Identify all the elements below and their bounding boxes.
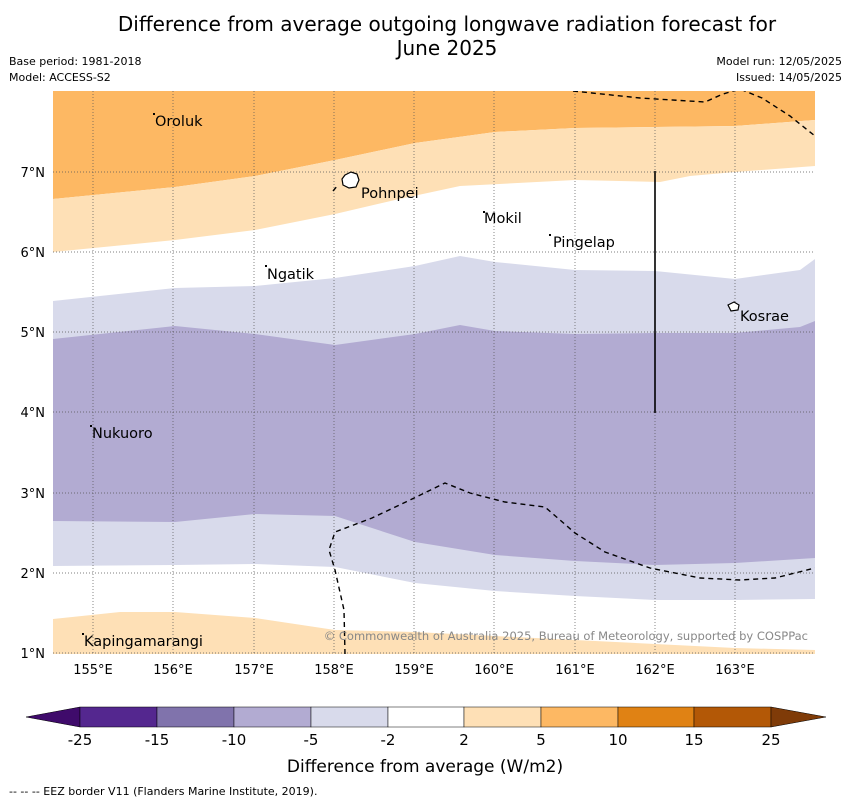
meta-right: Model run: 12/05/2025 Issued: 14/05/2025: [716, 54, 842, 86]
mokil-marker: [483, 211, 485, 213]
map-title: Difference from average outgoing longwav…: [0, 12, 850, 60]
map-panel: Oroluk Pohnpei Mokil Pingelap Ngatik Kos…: [53, 91, 815, 654]
title-line-2: June 2025: [396, 36, 498, 60]
cb-tick: -15: [145, 731, 170, 749]
ngatik-marker: [265, 265, 267, 267]
eez-footnote: -- -- -- EEZ border V11 (Flanders Marine…: [9, 785, 318, 798]
atoll-markers: [82, 113, 551, 635]
colorbar-segment: [310, 706, 389, 728]
nukuoro-marker: [90, 425, 92, 427]
colorbar-segment: [233, 706, 312, 728]
colorbar-segment: [463, 706, 542, 728]
band-2-5-south: [53, 612, 815, 654]
lat-label-7n: 7°N: [21, 166, 46, 181]
lat-label-3n: 3°N: [21, 487, 46, 502]
colorbar-segment: [387, 706, 465, 728]
band-neg5-neg10: [53, 321, 815, 565]
label-kapingamarangi: Kapingamarangi: [84, 634, 203, 650]
label-kosrae: Kosrae: [740, 309, 789, 325]
pohnpei-island-shape: [341, 171, 360, 189]
pingelap-marker: [549, 234, 551, 236]
colorbar-extend-low: [25, 706, 81, 728]
lon-label-163: 163°E: [715, 663, 755, 678]
lon-label-160: 160°E: [474, 663, 514, 678]
lon-axis: 155°E 156°E 157°E 158°E 159°E 160°E 161°…: [73, 663, 755, 678]
label-oroluk: Oroluk: [155, 114, 203, 130]
label-ngatik: Ngatik: [267, 267, 315, 283]
oroluk-marker: [153, 113, 155, 115]
model-name: Model: ACCESS-S2: [9, 71, 111, 84]
label-mokil: Mokil: [484, 211, 522, 227]
cb-tick: 15: [684, 731, 703, 749]
eez-borders: [328, 91, 815, 654]
colorbar: -25 -15 -10 -5 -2 2 5 10 15 25 Differenc…: [25, 706, 827, 777]
lon-label-162: 162°E: [635, 663, 675, 678]
cb-tick: -10: [222, 731, 247, 749]
cb-tick: -2: [381, 731, 396, 749]
label-nukuoro: Nukuoro: [92, 426, 153, 442]
colorbar-segment: [693, 706, 772, 728]
cb-tick: 5: [536, 731, 546, 749]
eez-border-pohnpei: [332, 184, 339, 192]
lon-label-158: 158°E: [314, 663, 354, 678]
band-2-5-north: [53, 120, 815, 252]
cb-tick: 2: [459, 731, 469, 749]
lat-label-1n: 1°N: [21, 647, 46, 662]
lat-label-2n: 2°N: [21, 567, 46, 582]
colorbar-extend-high: [770, 706, 827, 728]
colorbar-label: Difference from average (W/m2): [287, 757, 563, 777]
copyright-notice: © Commonwealth of Australia 2025, Bureau…: [324, 629, 808, 643]
lon-label-159: 159°E: [394, 663, 434, 678]
label-pingelap: Pingelap: [553, 235, 615, 251]
colorbar-segment: [540, 706, 619, 728]
title-line-1: Difference from average outgoing longwav…: [117, 12, 777, 36]
lon-label-157: 157°E: [234, 663, 274, 678]
lat-label-5n: 5°N: [21, 326, 46, 341]
meta-left: Base period: 1981-2018 Model: ACCESS-S2: [9, 54, 141, 86]
lon-label-161: 161°E: [555, 663, 595, 678]
model-run: Model run: 12/05/2025: [716, 55, 842, 68]
colorbar-segment: [617, 706, 695, 728]
lat-axis: 7°N 6°N 5°N 4°N 3°N 2°N 1°N: [21, 166, 46, 662]
lat-label-4n: 4°N: [21, 406, 46, 421]
lon-label-156: 156°E: [153, 663, 193, 678]
band-5-10: [53, 91, 815, 199]
kosrae-island-shape: [727, 301, 740, 312]
place-labels: Oroluk Pohnpei Mokil Pingelap Ngatik Kos…: [84, 114, 789, 650]
colorbar-ticks: -25 -15 -10 -5 -2 2 5 10 15 25: [68, 731, 781, 749]
label-pohnpei: Pohnpei: [361, 186, 419, 202]
kapingamarangi-marker: [82, 633, 84, 635]
lon-label-155: 155°E: [73, 663, 113, 678]
cb-tick: -25: [68, 731, 93, 749]
cb-tick: 25: [761, 731, 780, 749]
eez-border-south: [328, 482, 815, 654]
cb-tick: 10: [608, 731, 627, 749]
base-period: Base period: 1981-2018: [9, 55, 142, 68]
lat-label-6n: 6°N: [21, 246, 46, 261]
colorbar-segment: [156, 706, 235, 728]
cb-tick: -5: [304, 731, 319, 749]
issued-date: Issued: 14/05/2025: [735, 71, 842, 84]
colorbar-segment: [79, 706, 158, 728]
